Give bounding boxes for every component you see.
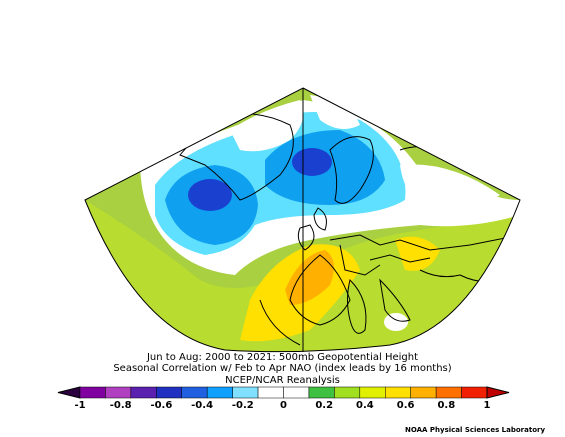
colorbar-swatch	[232, 386, 259, 399]
colorbar-tick-label: 0.2	[315, 400, 334, 411]
med-white-patch	[384, 313, 408, 331]
colorbar-swatch	[206, 386, 233, 399]
colorbar-swatch	[435, 386, 462, 399]
colorbar-swatch	[130, 386, 157, 399]
colorbar-tick-label: 0.6	[396, 400, 415, 411]
colorbar-swatch	[79, 386, 106, 399]
map-sector	[84, 87, 521, 353]
colorbar-tick-label: -0.2	[231, 400, 254, 411]
colorbar-tick-label: 1	[483, 400, 491, 411]
colorbar-swatch	[461, 386, 488, 399]
colorbar-swatch	[385, 386, 411, 399]
colorbar-tick-label: 0.4	[356, 400, 374, 411]
colorbar-tick-label: 0.8	[437, 400, 456, 411]
colorbar	[57, 386, 510, 399]
colorbar-swatch	[105, 386, 132, 399]
colorbar-tick-label: -0.8	[109, 400, 132, 411]
negative-strong-core-west	[188, 179, 232, 211]
russia-white-patch	[400, 164, 500, 211]
colorbar-swatch	[156, 386, 182, 399]
positive-mid-region-east	[395, 236, 440, 271]
title-line-1: Jun to Aug: 2000 to 2021: 500mb Geopoten…	[146, 352, 419, 363]
colorbar-tick-label: -0.4	[191, 400, 214, 411]
colorbar-swatch	[308, 386, 335, 399]
title-line-3: NCEP/NCAR Reanalysis	[225, 375, 340, 386]
positive-strong-region	[285, 250, 334, 305]
colorbar-swatch	[283, 386, 310, 399]
colorbar-tick-label: -0.6	[150, 400, 173, 411]
colorbar-swatch	[181, 386, 208, 399]
nw-white-patch	[310, 95, 360, 129]
greenland-white-patch	[230, 100, 304, 152]
negative-strong-core-north	[292, 148, 332, 176]
colorbar-swatch	[257, 386, 284, 399]
colorbar-swatch	[359, 386, 386, 399]
map-outline	[84, 87, 521, 353]
title-line-2: Seasonal Correlation w/ Feb to Apr NAO (…	[113, 363, 452, 374]
colorbar-arrow-low	[57, 386, 81, 399]
colorbar-swatch	[334, 386, 361, 399]
colorbar-arrow-high	[486, 386, 510, 399]
credit-text: NOAA Physical Sciences Laboratory	[405, 426, 546, 434]
colorbar-swatch	[410, 386, 437, 399]
colorbar-tick-label: -1	[74, 400, 86, 411]
colorbar-tick-label: 0	[280, 400, 287, 411]
